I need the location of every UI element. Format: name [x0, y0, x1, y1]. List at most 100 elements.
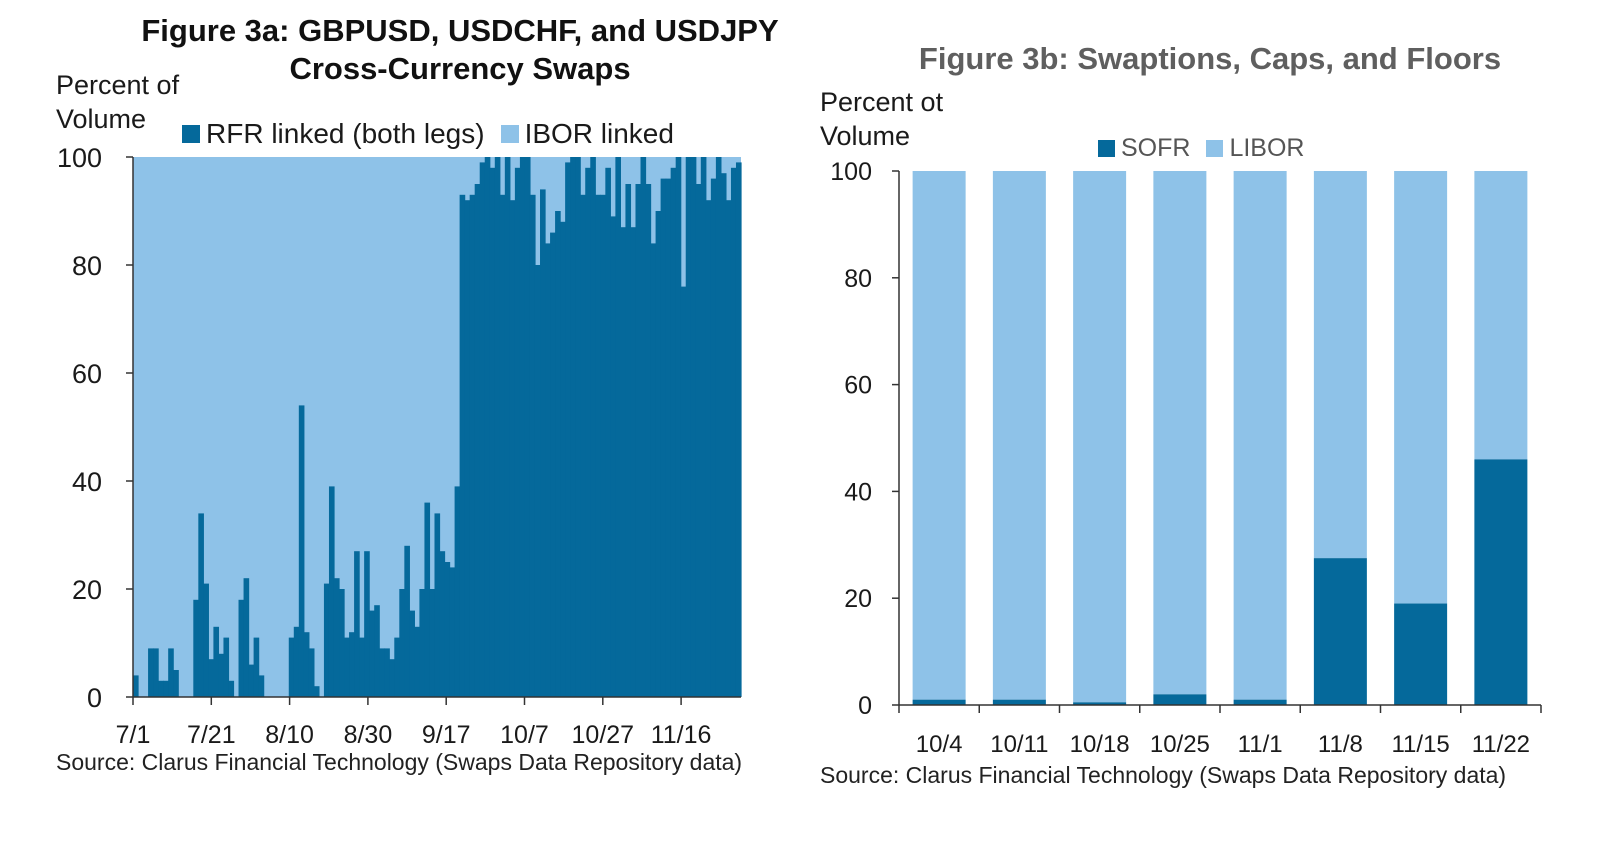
libor-bar: [1233, 171, 1287, 700]
rfr-bar: [730, 167, 737, 698]
figure-3b-legend: SOFR LIBOR: [1098, 134, 1320, 163]
rfr-bar: [474, 184, 481, 697]
legend-label-sofr: SOFR: [1121, 134, 1191, 162]
rfr-bar: [715, 157, 722, 697]
rfr-bar: [655, 211, 662, 697]
rfr-bar: [570, 157, 576, 697]
rfr-bar: [308, 648, 315, 697]
rfr-bar: [293, 626, 300, 697]
rfr-bar: [685, 157, 692, 697]
rfr-bar: [258, 675, 265, 697]
rfr-bar: [560, 221, 566, 698]
rfr-bar: [640, 157, 647, 697]
rfr-bar: [168, 648, 174, 697]
rfr-bar: [449, 567, 456, 697]
rfr-bar: [590, 157, 596, 697]
rfr-bar: [509, 200, 516, 697]
rfr-bar: [469, 194, 476, 698]
rfr-bar: [650, 243, 657, 697]
x-tick-label: 8/10: [265, 721, 314, 749]
rfr-bar: [419, 589, 426, 697]
rfr-bar: [193, 599, 199, 697]
rfr-bar: [384, 648, 390, 697]
rfr-bar: [479, 162, 486, 697]
sofr-bar: [1073, 702, 1127, 705]
rfr-bar: [725, 200, 732, 697]
x-tick-label: 10/25: [1150, 731, 1210, 758]
rfr-bar: [163, 680, 169, 697]
figure-3a-source: Source: Clarus Financial Technology (Swa…: [56, 749, 743, 775]
rfr-bar: [620, 227, 627, 697]
rfr-bar: [600, 194, 606, 698]
sofr-bar: [1394, 603, 1448, 705]
y-tick-label: 60: [72, 359, 102, 389]
x-tick-label: 11/15: [1391, 731, 1449, 758]
sofr-bar: [1233, 699, 1287, 705]
legend-label-libor: LIBOR: [1229, 134, 1305, 162]
figure-3b-panel: Figure 3b: Swaptions, Caps, and Floors P…: [800, 0, 1601, 853]
rfr-bar: [489, 167, 496, 698]
rfr-bar: [404, 545, 410, 697]
figure-3a-legend: RFR linked (both legs) IBOR linked: [182, 118, 690, 150]
libor-bar: [1394, 171, 1448, 604]
libor-bar: [1313, 171, 1367, 559]
x-tick-label: 11/1: [1238, 731, 1283, 758]
x-tick-label: 10/11: [990, 731, 1048, 758]
legend-swatch-libor: [1206, 140, 1224, 157]
rfr-bar: [173, 670, 179, 697]
rfr-bar: [253, 637, 260, 697]
rfr-bar: [344, 637, 350, 697]
legend-swatch-sofr: [1098, 140, 1115, 157]
rfr-bar: [379, 648, 385, 697]
sofr-bar: [1474, 459, 1528, 705]
y-tick-label: 60: [844, 372, 872, 400]
rfr-bar: [399, 589, 405, 697]
x-tick-label: 10/27: [572, 721, 635, 749]
rfr-bar: [323, 583, 330, 697]
rfr-bar: [519, 157, 526, 697]
rfr-bar: [218, 653, 225, 697]
sofr-bar: [1153, 694, 1207, 705]
rfr-bar: [349, 632, 355, 697]
libor-bar: [1474, 171, 1528, 460]
rfr-bar: [690, 157, 697, 697]
rfr-bar: [555, 211, 561, 697]
rfr-bar: [153, 648, 159, 697]
sofr-bar: [992, 699, 1046, 705]
legend-item-sofr: SOFR: [1098, 134, 1190, 163]
rfr-bar: [630, 227, 637, 697]
rfr-bar: [534, 265, 541, 697]
legend-item-rfr: RFR linked (both legs): [182, 118, 485, 150]
legend-label-rfr: RFR linked (both legs): [206, 118, 485, 149]
figure-3a-y-axis-label-text: Percent of Volume: [56, 70, 180, 134]
rfr-bar: [484, 157, 491, 697]
y-tick-label: 100: [57, 143, 102, 173]
y-tick-label: 40: [72, 467, 102, 497]
rfr-bar: [303, 632, 310, 697]
rfr-bar: [354, 551, 360, 697]
x-tick-label: 10/4: [916, 731, 963, 758]
rfr-bar: [409, 610, 415, 697]
rfr-bar: [414, 626, 421, 697]
rfr-bar: [700, 157, 707, 697]
rfr-bar: [434, 513, 441, 697]
rfr-bar: [550, 232, 556, 697]
rfr-bar: [333, 578, 340, 697]
rfr-bar: [605, 167, 611, 698]
figure-3b-title: Figure 3b: Swaptions, Caps, and Floors: [918, 41, 1502, 76]
rfr-bar: [429, 589, 436, 697]
y-tick-label: 20: [72, 575, 102, 605]
legend-swatch-rfr: [182, 125, 200, 143]
rfr-bar: [228, 680, 235, 697]
rfr-bar: [213, 626, 220, 697]
rfr-bar: [248, 664, 255, 697]
x-tick-label: 9/17: [422, 721, 471, 749]
figure-3b-plot: 10/4 10/11 10/18 10/25 11/1 11/8 11/15 11/22 0 20…: [830, 158, 1542, 758]
libor-bar: [1153, 171, 1207, 695]
rfr-bar: [735, 162, 742, 697]
legend-item-ibor: IBOR linked: [500, 118, 674, 150]
legend-label-ibor: IBOR linked: [524, 118, 674, 149]
y-tick-label: 0: [858, 692, 872, 720]
rfr-bar: [389, 659, 395, 697]
rfr-bar: [695, 184, 702, 697]
